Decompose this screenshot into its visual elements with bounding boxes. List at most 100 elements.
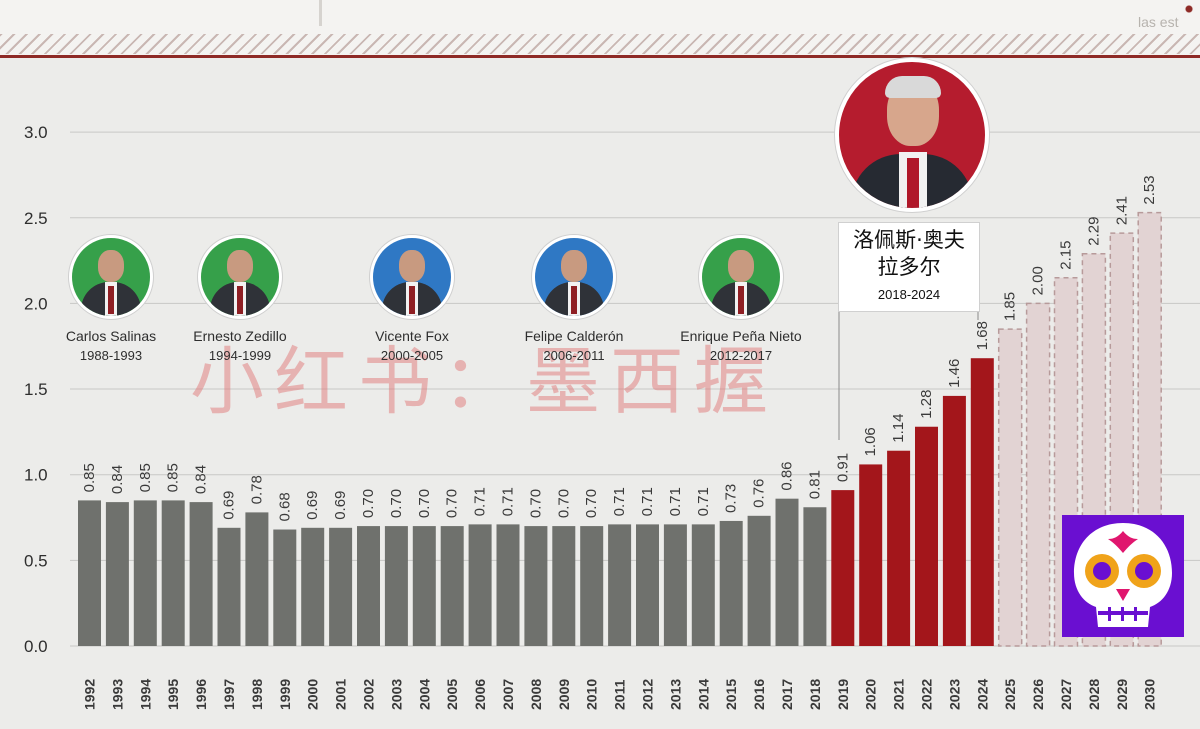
bar-2004 xyxy=(412,526,436,646)
value-label: 0.71 xyxy=(695,487,712,516)
x-tick-label: 2013 xyxy=(667,679,683,710)
bar-2023 xyxy=(942,395,966,646)
minimum-wage-bar-chart: 0.00.51.01.52.02.53.0 0.85 0.84 0.85 0.85 0.… xyxy=(24,123,1200,710)
value-label: 0.70 xyxy=(527,489,544,518)
value-label: 1.06 xyxy=(862,427,879,456)
x-tick-label: 2004 xyxy=(416,679,432,710)
value-label: 1.46 xyxy=(946,359,963,388)
value-label: 0.68 xyxy=(276,492,293,521)
bar-1992 xyxy=(78,500,101,646)
x-tick-label: 2016 xyxy=(751,679,767,710)
x-tick-label: 1999 xyxy=(277,679,293,710)
president-vicente-fox: Vicente Fox 2000-2005 xyxy=(332,235,492,363)
value-label: 0.70 xyxy=(388,489,405,518)
value-label: 2.29 xyxy=(1085,217,1102,246)
value-label: 1.68 xyxy=(974,321,991,350)
president-years: 1994-1999 xyxy=(208,348,272,363)
bar-2002 xyxy=(357,526,380,646)
bar-1993 xyxy=(105,502,129,646)
value-label: 0.71 xyxy=(611,487,628,516)
bar-2022 xyxy=(915,426,938,646)
value-label: 1.28 xyxy=(918,390,935,419)
x-axis-ticks: 1992 1993 1994 1995 1996 1997 1998 1999 2000 2001… xyxy=(82,679,1158,710)
x-tick-label: 2014 xyxy=(695,679,711,710)
y-tick-label: 1.5 xyxy=(24,380,48,399)
x-tick-label: 2015 xyxy=(723,679,739,710)
value-label: 2.15 xyxy=(1058,241,1075,270)
value-label: 0.70 xyxy=(555,489,572,518)
value-label: 0.70 xyxy=(583,489,600,518)
bar-2009 xyxy=(552,526,576,646)
x-tick-label: 2007 xyxy=(500,679,516,710)
value-labels-layer: 0.85 0.84 0.85 0.85 0.84 0.69 0.78 0.68 0.69 0.69… xyxy=(81,175,1158,521)
value-label: 0.78 xyxy=(248,475,265,504)
value-label: 0.84 xyxy=(193,465,210,494)
x-tick-label: 2022 xyxy=(919,679,935,710)
portrait-ernesto-zedillo xyxy=(198,235,282,319)
y-tick-label: 0.5 xyxy=(24,551,48,570)
value-label: 0.71 xyxy=(472,487,489,516)
bar-2000 xyxy=(301,527,325,646)
value-label: 0.70 xyxy=(360,489,377,518)
portrait-enrique-pena-nieto xyxy=(699,235,783,319)
bar-2007 xyxy=(496,524,520,646)
bar-2024 xyxy=(970,358,994,646)
y-axis-ticks: 0.0 0.5 1.0 1.5 2.0 2.5 3.0 xyxy=(24,123,48,656)
value-label: 0.81 xyxy=(806,470,823,499)
x-tick-label: 2001 xyxy=(333,679,349,710)
bar-2003 xyxy=(384,526,408,646)
bar-2016 xyxy=(747,515,771,646)
y-tick-label: 2.5 xyxy=(24,209,48,228)
x-tick-label: 2020 xyxy=(863,679,879,710)
value-label: 0.85 xyxy=(137,463,154,492)
x-tick-label: 1992 xyxy=(82,679,98,710)
bar-2001 xyxy=(329,527,353,646)
bar-2025 xyxy=(997,328,1023,647)
bar-1999 xyxy=(273,529,297,646)
watermark-text: 小红书：墨西握 xyxy=(190,339,778,425)
president-carlos-salinas: Carlos Salinas 1988-1993 xyxy=(31,235,191,363)
top-divider xyxy=(319,0,322,26)
value-label: 0.71 xyxy=(500,487,517,516)
president-name: Felipe Calderón xyxy=(524,328,624,344)
x-tick-label: 2012 xyxy=(640,679,656,710)
president-name: Ernesto Zedillo xyxy=(193,328,287,344)
bar-2010 xyxy=(580,526,604,646)
value-label: 0.70 xyxy=(416,489,433,518)
y-tick-label: 2.0 xyxy=(24,294,48,313)
x-tick-label: 2023 xyxy=(946,679,962,710)
x-tick-label: 2005 xyxy=(444,679,460,710)
bar-2026 xyxy=(1025,302,1051,647)
x-tick-label: 1998 xyxy=(249,679,265,710)
value-label: 0.85 xyxy=(81,463,98,492)
x-tick-label: 2011 xyxy=(612,679,628,710)
x-tick-label: 2018 xyxy=(807,679,823,710)
bar-2020 xyxy=(859,464,883,646)
president-name: Carlos Salinas xyxy=(65,328,157,344)
value-label: 2.00 xyxy=(1030,266,1047,295)
value-label: 2.41 xyxy=(1113,196,1130,225)
brand-text: las est xyxy=(1138,14,1179,30)
x-tick-label: 2010 xyxy=(584,679,600,710)
bar-2005 xyxy=(440,526,464,646)
value-label: 0.69 xyxy=(221,491,238,520)
bar-2018 xyxy=(803,507,827,646)
value-label: 0.70 xyxy=(444,489,461,518)
y-tick-label: 0.0 xyxy=(24,637,48,656)
current-president-name: 洛佩斯·奥夫拉多尔 xyxy=(853,228,965,279)
x-tick-label: 2000 xyxy=(305,679,321,710)
x-tick-label: 1995 xyxy=(165,679,181,710)
x-tick-label: 2006 xyxy=(472,679,488,710)
value-label: 1.14 xyxy=(890,414,907,443)
current-president-label: 洛佩斯·奥夫拉多尔 2018-2024 xyxy=(838,222,980,312)
bar-1997 xyxy=(217,527,241,646)
x-tick-label: 2026 xyxy=(1030,679,1046,710)
bar-2019 xyxy=(831,490,855,646)
bar-2015 xyxy=(719,520,743,646)
president-name: Vicente Fox xyxy=(375,328,449,344)
x-tick-label: 2029 xyxy=(1114,679,1130,710)
president-name: Enrique Peña Nieto xyxy=(680,328,802,344)
x-tick-label: 2021 xyxy=(891,679,907,710)
bar-1998 xyxy=(245,512,269,646)
bar-2008 xyxy=(524,526,548,646)
